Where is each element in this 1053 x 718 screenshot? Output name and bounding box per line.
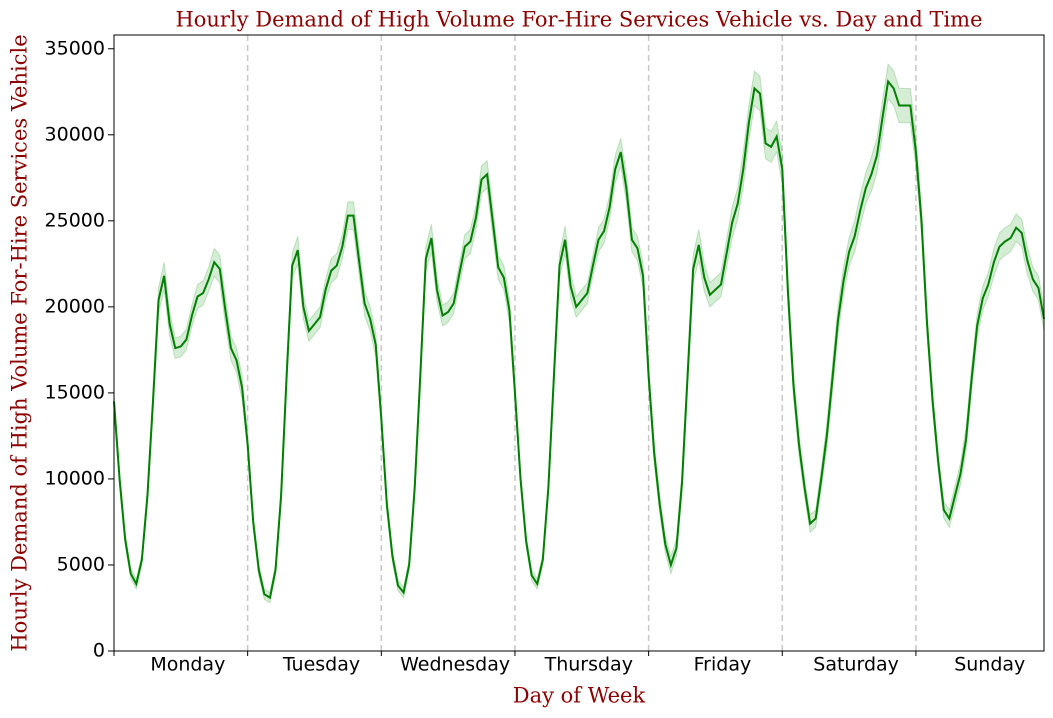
x-tick-label: Saturday — [813, 654, 899, 676]
chart-title: Hourly Demand of High Volume For-Hire Se… — [175, 8, 982, 32]
x-tick-label: Monday — [150, 654, 225, 676]
x-tick-label: Wednesday — [400, 654, 510, 676]
y-tick-label: 5000 — [57, 553, 105, 575]
x-tick-label: Sunday — [954, 654, 1025, 676]
y-tick-label: 30000 — [45, 123, 105, 145]
x-tick-label: Thursday — [544, 654, 633, 676]
y-tick-label: 10000 — [45, 467, 105, 489]
x-tick-label: Tuesday — [282, 654, 360, 676]
plot-frame — [113, 34, 1045, 652]
y-tick-label: 20000 — [45, 295, 105, 317]
y-tick-label: 0 — [93, 640, 105, 662]
y-tick-label: 25000 — [45, 209, 105, 231]
x-axis-label: Day of Week — [513, 684, 646, 708]
y-tick-label: 15000 — [45, 381, 105, 403]
x-tick-label: Friday — [694, 654, 752, 676]
y-tick-label: 35000 — [45, 37, 105, 59]
line — [113, 79, 1045, 600]
y-axis-label: Hourly Demand of High Volume For-Hire Se… — [8, 34, 32, 651]
